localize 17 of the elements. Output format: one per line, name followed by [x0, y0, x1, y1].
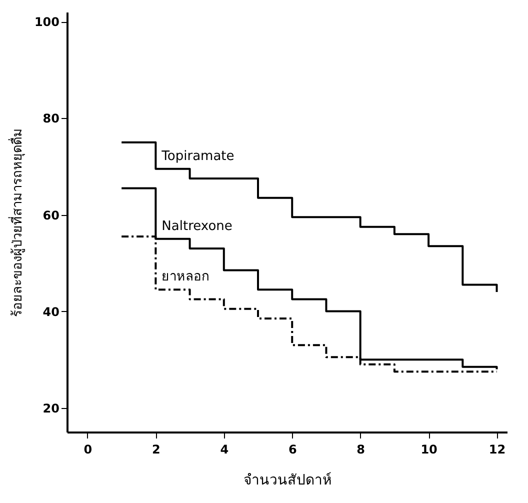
x-tick-label: 10 — [420, 442, 438, 456]
x-tick-label: 2 — [152, 442, 160, 456]
x-tick-label: 0 — [84, 442, 92, 456]
y-tick-label: 100 — [34, 15, 60, 30]
x-tick-label: 8 — [356, 442, 366, 456]
y-tick-label: 40 — [42, 304, 60, 319]
y-tick-label: 20 — [42, 401, 60, 416]
series-label: Topiramate — [160, 148, 234, 164]
x-axis-title: จำนวนสัปดาห์ — [244, 472, 332, 488]
y-tick-label: 80 — [42, 112, 60, 126]
series-label: Naltrexone — [162, 218, 232, 234]
x-tick-label: 4 — [220, 442, 229, 456]
x-tick-label: 6 — [288, 442, 297, 456]
x-tick-label: 12 — [488, 442, 506, 456]
y-tick-label: 60 — [42, 208, 60, 222]
y-axis-title: ร้อยละของผู้ป่วยที่สามารถหยุดดื่ม — [8, 128, 26, 317]
series-label: ยาหลอก — [162, 270, 210, 285]
